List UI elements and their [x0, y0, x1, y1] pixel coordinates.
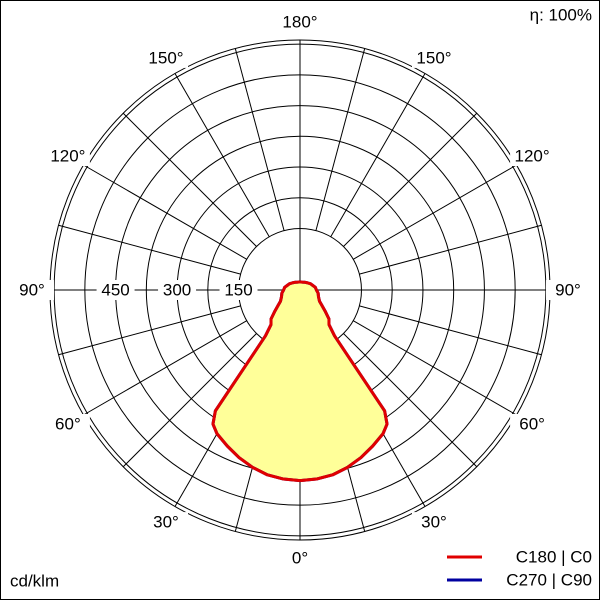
angle-label: 30°	[153, 513, 179, 532]
r-tick-label: 150	[224, 280, 252, 299]
labels: 150 300 450 0° 30° 30° 60° 60° 90° 90° 120° 120° 150…	[10, 12, 592, 589]
angle-label: 90°	[19, 280, 45, 299]
angle-label: 90°	[555, 280, 581, 299]
curve-fill	[212, 281, 300, 481]
r-tick-label: 300	[163, 280, 191, 299]
spoke	[83, 320, 248, 416]
tick-label-bg	[219, 280, 258, 300]
angle-label: 60°	[519, 414, 545, 433]
angle-label: 0°	[292, 548, 308, 567]
angle-label: 180°	[282, 12, 317, 31]
angle-label-bg	[278, 548, 322, 568]
angle-label-bg	[278, 12, 322, 32]
spoke	[234, 48, 285, 231]
curves	[211, 280, 389, 483]
spoke	[83, 164, 248, 260]
spoke	[58, 305, 241, 356]
spoke	[359, 224, 542, 275]
r-tick-label: 450	[101, 280, 129, 299]
tick-label-bg	[96, 280, 135, 300]
curve-line	[211, 280, 301, 483]
spoke	[122, 333, 257, 468]
spoke	[352, 164, 517, 260]
legend-label: C180 | C0	[516, 547, 592, 566]
angle-label-bg	[510, 146, 555, 166]
angle-label-bg	[510, 414, 555, 434]
spoke	[352, 320, 517, 416]
angle-label: 30°	[421, 513, 447, 532]
curve-line	[299, 280, 389, 483]
curve-fill	[300, 281, 388, 481]
angle-label-bg	[144, 47, 188, 68]
angle-label-bg	[45, 414, 90, 434]
spoke	[122, 112, 257, 247]
angle-label-bg	[546, 280, 590, 300]
spoke	[343, 333, 478, 468]
unit-label: cd/klm	[10, 571, 59, 590]
angle-label-bg	[144, 512, 188, 533]
angle-label: 150°	[416, 48, 451, 67]
angle-label-bg	[10, 280, 54, 300]
angle-label-bg	[45, 146, 90, 166]
angle-label-bg	[412, 512, 456, 533]
spoke	[343, 112, 478, 247]
spoke	[58, 224, 241, 275]
spoke	[174, 73, 270, 238]
angle-label-bg	[412, 47, 456, 68]
legend-label: C270 | C90	[506, 570, 592, 589]
spoke	[315, 48, 366, 231]
efficiency: η: 100%	[530, 5, 592, 24]
angle-label: 120°	[50, 146, 85, 165]
spoke	[359, 305, 542, 356]
angle-label: 150°	[148, 48, 183, 67]
tick-label-bg	[158, 280, 197, 300]
spoke	[330, 73, 426, 238]
angle-label: 120°	[515, 146, 550, 165]
angle-label: 60°	[55, 414, 81, 433]
